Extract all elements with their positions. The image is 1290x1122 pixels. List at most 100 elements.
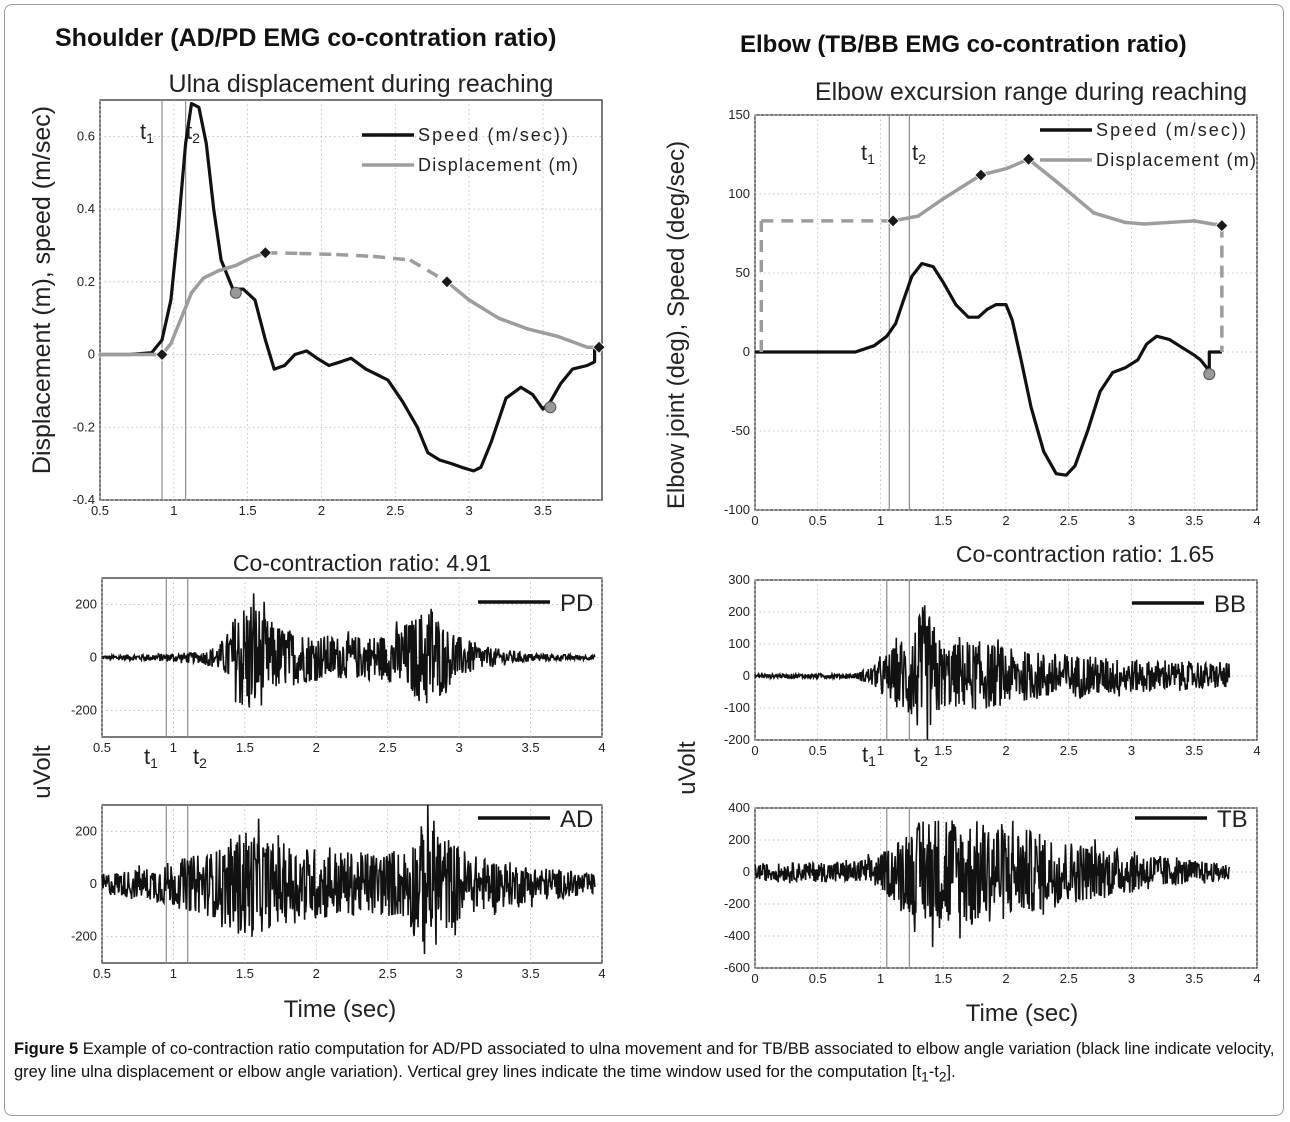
bb-x-tick-label: 2 bbox=[1002, 743, 1009, 758]
right-emg-ylabel: uVolt bbox=[674, 741, 701, 795]
ad-x-tick-label: 2.5 bbox=[379, 966, 397, 981]
bb-y-tick-label: 200 bbox=[728, 604, 750, 619]
tb-x-tick-label: 1.5 bbox=[934, 971, 952, 986]
left-emg-ylabel: uVolt bbox=[29, 745, 56, 799]
elbow-x-tick-label: 1 bbox=[877, 513, 884, 528]
bb-chart: 0 0.5 1 1.5 2 2.5 3 3.5 4 -200 -100 0 100 200 300 Co-co… bbox=[724, 541, 1261, 758]
ad-x-tick-label: 3.5 bbox=[522, 966, 540, 981]
tb-x-tick-label: 2.5 bbox=[1060, 971, 1078, 986]
bb-x-tick-label: 1.5 bbox=[934, 743, 952, 758]
left-xlabel: Time (sec) bbox=[284, 996, 396, 1023]
ulna-plot-frame bbox=[99, 99, 603, 501]
tb-legend-label: TB bbox=[1217, 806, 1248, 833]
caption-label: Figure 5 bbox=[14, 1040, 79, 1058]
tb-y-tick-label: -400 bbox=[724, 928, 750, 943]
ad-emg-trace bbox=[101, 804, 596, 955]
pd-x-tick-label: 1.5 bbox=[236, 740, 254, 755]
elbow-circle-marker bbox=[1203, 368, 1216, 381]
ulna-displacement-segment bbox=[526, 327, 560, 339]
ulna-circle-marker bbox=[229, 286, 242, 299]
ulna-displacement-segment bbox=[409, 258, 448, 284]
bb-legend-label: BB bbox=[1214, 591, 1246, 618]
pd-legend-label: PD bbox=[560, 590, 593, 617]
ulna-x-tick-label: 1.5 bbox=[239, 503, 257, 518]
tb-chart: 0 0.5 1 1.5 2 2.5 3 3.5 4 -600 -400 -200 0 200 400 TB bbox=[724, 800, 1261, 986]
t1-label-ad: t1 bbox=[144, 744, 158, 771]
ulna-diamond-marker bbox=[440, 275, 454, 289]
figure-canvas: Shoulder (AD/PD EMG co-contration ratio)… bbox=[28, 24, 1261, 1027]
elbow-x-tick-label: 4 bbox=[1253, 513, 1260, 528]
elbow-displacement-segment bbox=[1167, 219, 1196, 225]
tb-x-tick-label: 3 bbox=[1128, 971, 1135, 986]
ulna-displacement-segment bbox=[372, 254, 411, 262]
pd-x-tick-label: 2.5 bbox=[379, 740, 397, 755]
bb-x-tick-label: 3 bbox=[1128, 743, 1135, 758]
ulna-x-tick-label: 0.5 bbox=[91, 503, 109, 518]
tb-x-tick-label: 1 bbox=[877, 971, 884, 986]
elbow-legend-displacement-label: Displacement (m) bbox=[1096, 150, 1256, 170]
t2-label-tb: t2 bbox=[914, 742, 928, 769]
caption-mid: -t bbox=[928, 1063, 939, 1081]
elbow-x-tick-label: 1.5 bbox=[934, 513, 952, 528]
ad-y-tick-label: 200 bbox=[75, 823, 97, 838]
ad-x-tick-label: 2 bbox=[313, 966, 320, 981]
ad-x-tick-label: 0.5 bbox=[93, 966, 111, 981]
tb-x-tick-label: 0 bbox=[751, 971, 758, 986]
caption-sub2: 2 bbox=[938, 1069, 947, 1085]
elbow-y-tick-label: 100 bbox=[728, 186, 750, 201]
bb-x-tick-label: 0 bbox=[751, 743, 758, 758]
ulna-x-tick-label: 3.5 bbox=[534, 503, 552, 518]
tb-x-tick-label: 2 bbox=[1002, 971, 1009, 986]
tb-x-tick-label: 3.5 bbox=[1185, 971, 1203, 986]
ulna-displacement-segment bbox=[179, 290, 194, 320]
elbow-y-tick-label: 0 bbox=[743, 344, 750, 359]
ulna-chart-title: Ulna displacement during reaching bbox=[169, 70, 554, 98]
tb-y-tick-label: -200 bbox=[724, 896, 750, 911]
tb-y-tick-label: 200 bbox=[728, 832, 750, 847]
ulna-displacement-segment bbox=[496, 316, 530, 331]
elbow-displacement-segment bbox=[916, 196, 945, 218]
elbow-chart-title: Elbow excursion range during reaching bbox=[815, 78, 1247, 106]
ulna-y-tick-label: -0.4 bbox=[73, 492, 95, 507]
elbow-displacement-segment bbox=[1142, 220, 1171, 226]
ulna-displacement-segment bbox=[234, 256, 253, 268]
elbow-x-tick-label: 3.5 bbox=[1185, 513, 1203, 528]
figure-caption: Figure 5 Example of co-contraction ratio… bbox=[14, 1038, 1276, 1088]
pd-y-tick-label: 0 bbox=[90, 650, 97, 665]
ulna-displacement-segment bbox=[189, 276, 206, 295]
tb-y-tick-label: 400 bbox=[728, 800, 750, 815]
elbow-displacement-segment bbox=[1054, 179, 1096, 215]
elbow-legend-speed-label: Speed (m/sec)) bbox=[1096, 120, 1246, 140]
right-heading: Elbow (TB/BB EMG co-contration ratio) bbox=[740, 31, 1187, 58]
elbow-y-tick-label: 50 bbox=[736, 265, 750, 280]
ulna-displacement-segment bbox=[201, 269, 220, 280]
figure-frame bbox=[4, 4, 1284, 1116]
right-xlabel: Time (sec) bbox=[966, 1000, 1078, 1027]
elbow-diamond-marker bbox=[886, 214, 900, 228]
pd-x-tick-label: 0.5 bbox=[93, 740, 111, 755]
elbow-y-tick-label: -100 bbox=[724, 502, 750, 517]
ulna-diamond-marker bbox=[258, 246, 272, 260]
ad-y-tick-label: 0 bbox=[90, 876, 97, 891]
ulna-chart: 0.5 1 1.5 2 2.5 3 3.5 -0.4 -0.2 0 0.2 0.4 0.6 Ulna di… bbox=[73, 70, 606, 518]
bb-emg-trace bbox=[754, 605, 1231, 740]
ulna-y-tick-label: 0 bbox=[88, 347, 95, 362]
ulna-legend-displacement-label: Displacement (m) bbox=[418, 155, 578, 175]
ulna-legend-speed-label: Speed (m/sec)) bbox=[418, 125, 568, 145]
elbow-x-tick-label: 3 bbox=[1128, 513, 1135, 528]
elbow-x-tick-label: 2.5 bbox=[1060, 513, 1078, 528]
bb-y-tick-label: 100 bbox=[728, 636, 750, 651]
ulna-diamond-marker bbox=[155, 347, 169, 362]
elbow-x-tick-label: 2 bbox=[1002, 513, 1009, 528]
charts-layer: 0.5 1 1.5 2 2.5 3 3.5 -0.4 -0.2 0 0.2 0.4 0.6 Ulna di… bbox=[71, 70, 1261, 986]
tb-y-tick-label: -600 bbox=[724, 960, 750, 975]
ad-x-tick-label: 3 bbox=[456, 966, 463, 981]
t2-label-ad: t2 bbox=[193, 744, 207, 771]
t2-label-elbow: t2 bbox=[912, 140, 926, 167]
ulna-speed-line bbox=[100, 102, 599, 473]
bb-x-tick-label: 2.5 bbox=[1060, 743, 1078, 758]
bb-y-tick-label: 0 bbox=[743, 668, 750, 683]
t1-label-elbow: t1 bbox=[861, 140, 875, 167]
elbow-diamond-marker bbox=[1022, 152, 1036, 166]
elbow-displacement-segment bbox=[941, 173, 983, 201]
